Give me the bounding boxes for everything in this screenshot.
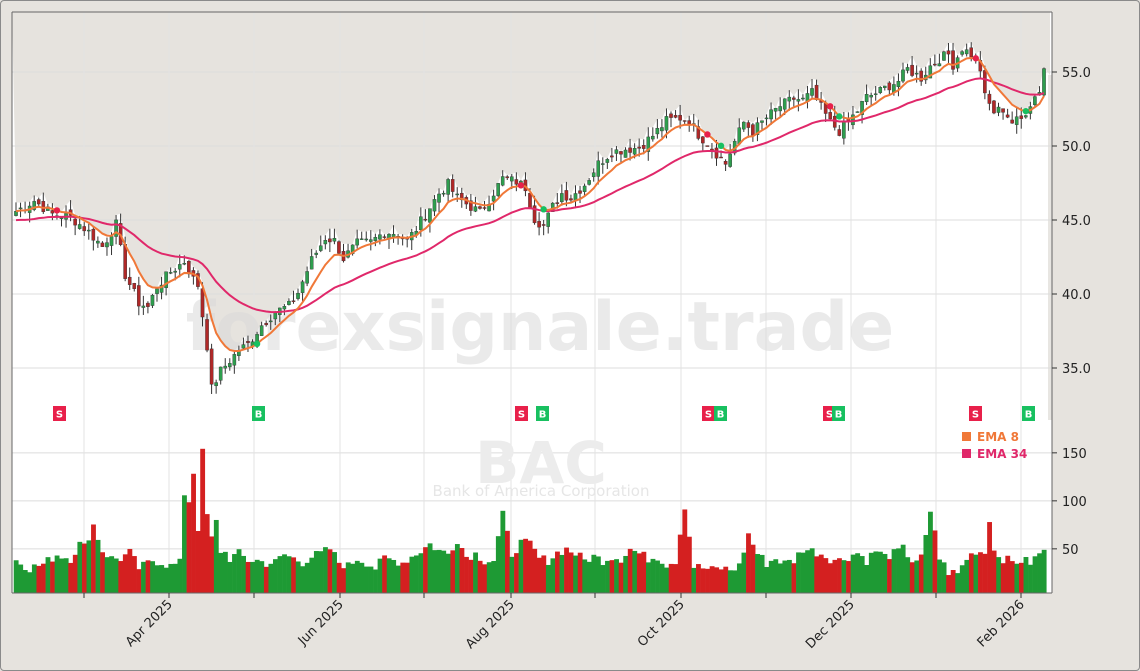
buy-signal-marker: B [252,406,265,421]
svg-text:Dec 2025: Dec 2025 [803,597,858,652]
svg-text:40.0: 40.0 [1062,288,1091,303]
sell-signal-marker: S [969,406,982,421]
sell-signal-marker: S [702,406,715,421]
price-axis: 35.0 40.0 45.0 50.0 55.0 [1052,66,1091,377]
volume-bars [13,448,1047,593]
legend-label: EMA 34 [977,447,1027,461]
watermark-company: Bank of America Corporation [433,482,650,500]
svg-text:S: S [972,410,979,421]
ema34-line [15,77,1045,314]
svg-text:B: B [1025,410,1033,421]
svg-text:B: B [539,410,547,421]
watermark-site: forexsignale.trade [186,288,895,367]
svg-text:45.0: 45.0 [1062,214,1091,229]
svg-text:S: S [826,410,833,421]
sell-signal-marker: S [53,406,66,421]
svg-text:Feb 2026: Feb 2026 [975,597,1028,650]
svg-text:Oct 2025: Oct 2025 [635,597,688,650]
svg-text:S: S [705,410,712,421]
buy-signal-marker: B [1022,406,1035,421]
legend: EMA 8 EMA 34 [962,430,1027,461]
svg-text:Apr 2025: Apr 2025 [123,597,176,650]
svg-text:Aug 2025: Aug 2025 [463,597,518,652]
buy-signal-marker: B [832,406,845,421]
svg-text:50: 50 [1062,543,1079,558]
date-axis: Apr 2025 Jun 2025 Aug 2025 Oct 2025 Dec 2025… [83,593,1028,652]
svg-text:55.0: 55.0 [1062,66,1091,81]
watermark-symbol: BAC [475,429,607,497]
crossover-dots [53,55,1030,348]
svg-text:B: B [255,410,263,421]
buy-signal-marker: B [536,406,549,421]
legend-swatch [962,432,971,441]
buy-signal-marker: B [714,406,727,421]
svg-text:100: 100 [1062,495,1087,510]
svg-text:Jun 2025: Jun 2025 [295,597,347,649]
volume-axis: 50 100 150 [1052,447,1087,558]
svg-text:B: B [717,410,725,421]
sell-signal-marker: S [515,406,528,421]
svg-text:S: S [518,410,525,421]
svg-text:150: 150 [1062,447,1087,462]
ema8-line [15,57,1045,353]
edge-strip [1048,74,1052,421]
area-fill-above [12,12,1050,351]
legend-swatch [962,449,971,458]
svg-text:50.0: 50.0 [1062,140,1091,155]
svg-text:S: S [56,410,63,421]
svg-text:35.0: 35.0 [1062,362,1091,377]
legend-label: EMA 8 [977,430,1019,444]
svg-text:B: B [835,410,843,421]
